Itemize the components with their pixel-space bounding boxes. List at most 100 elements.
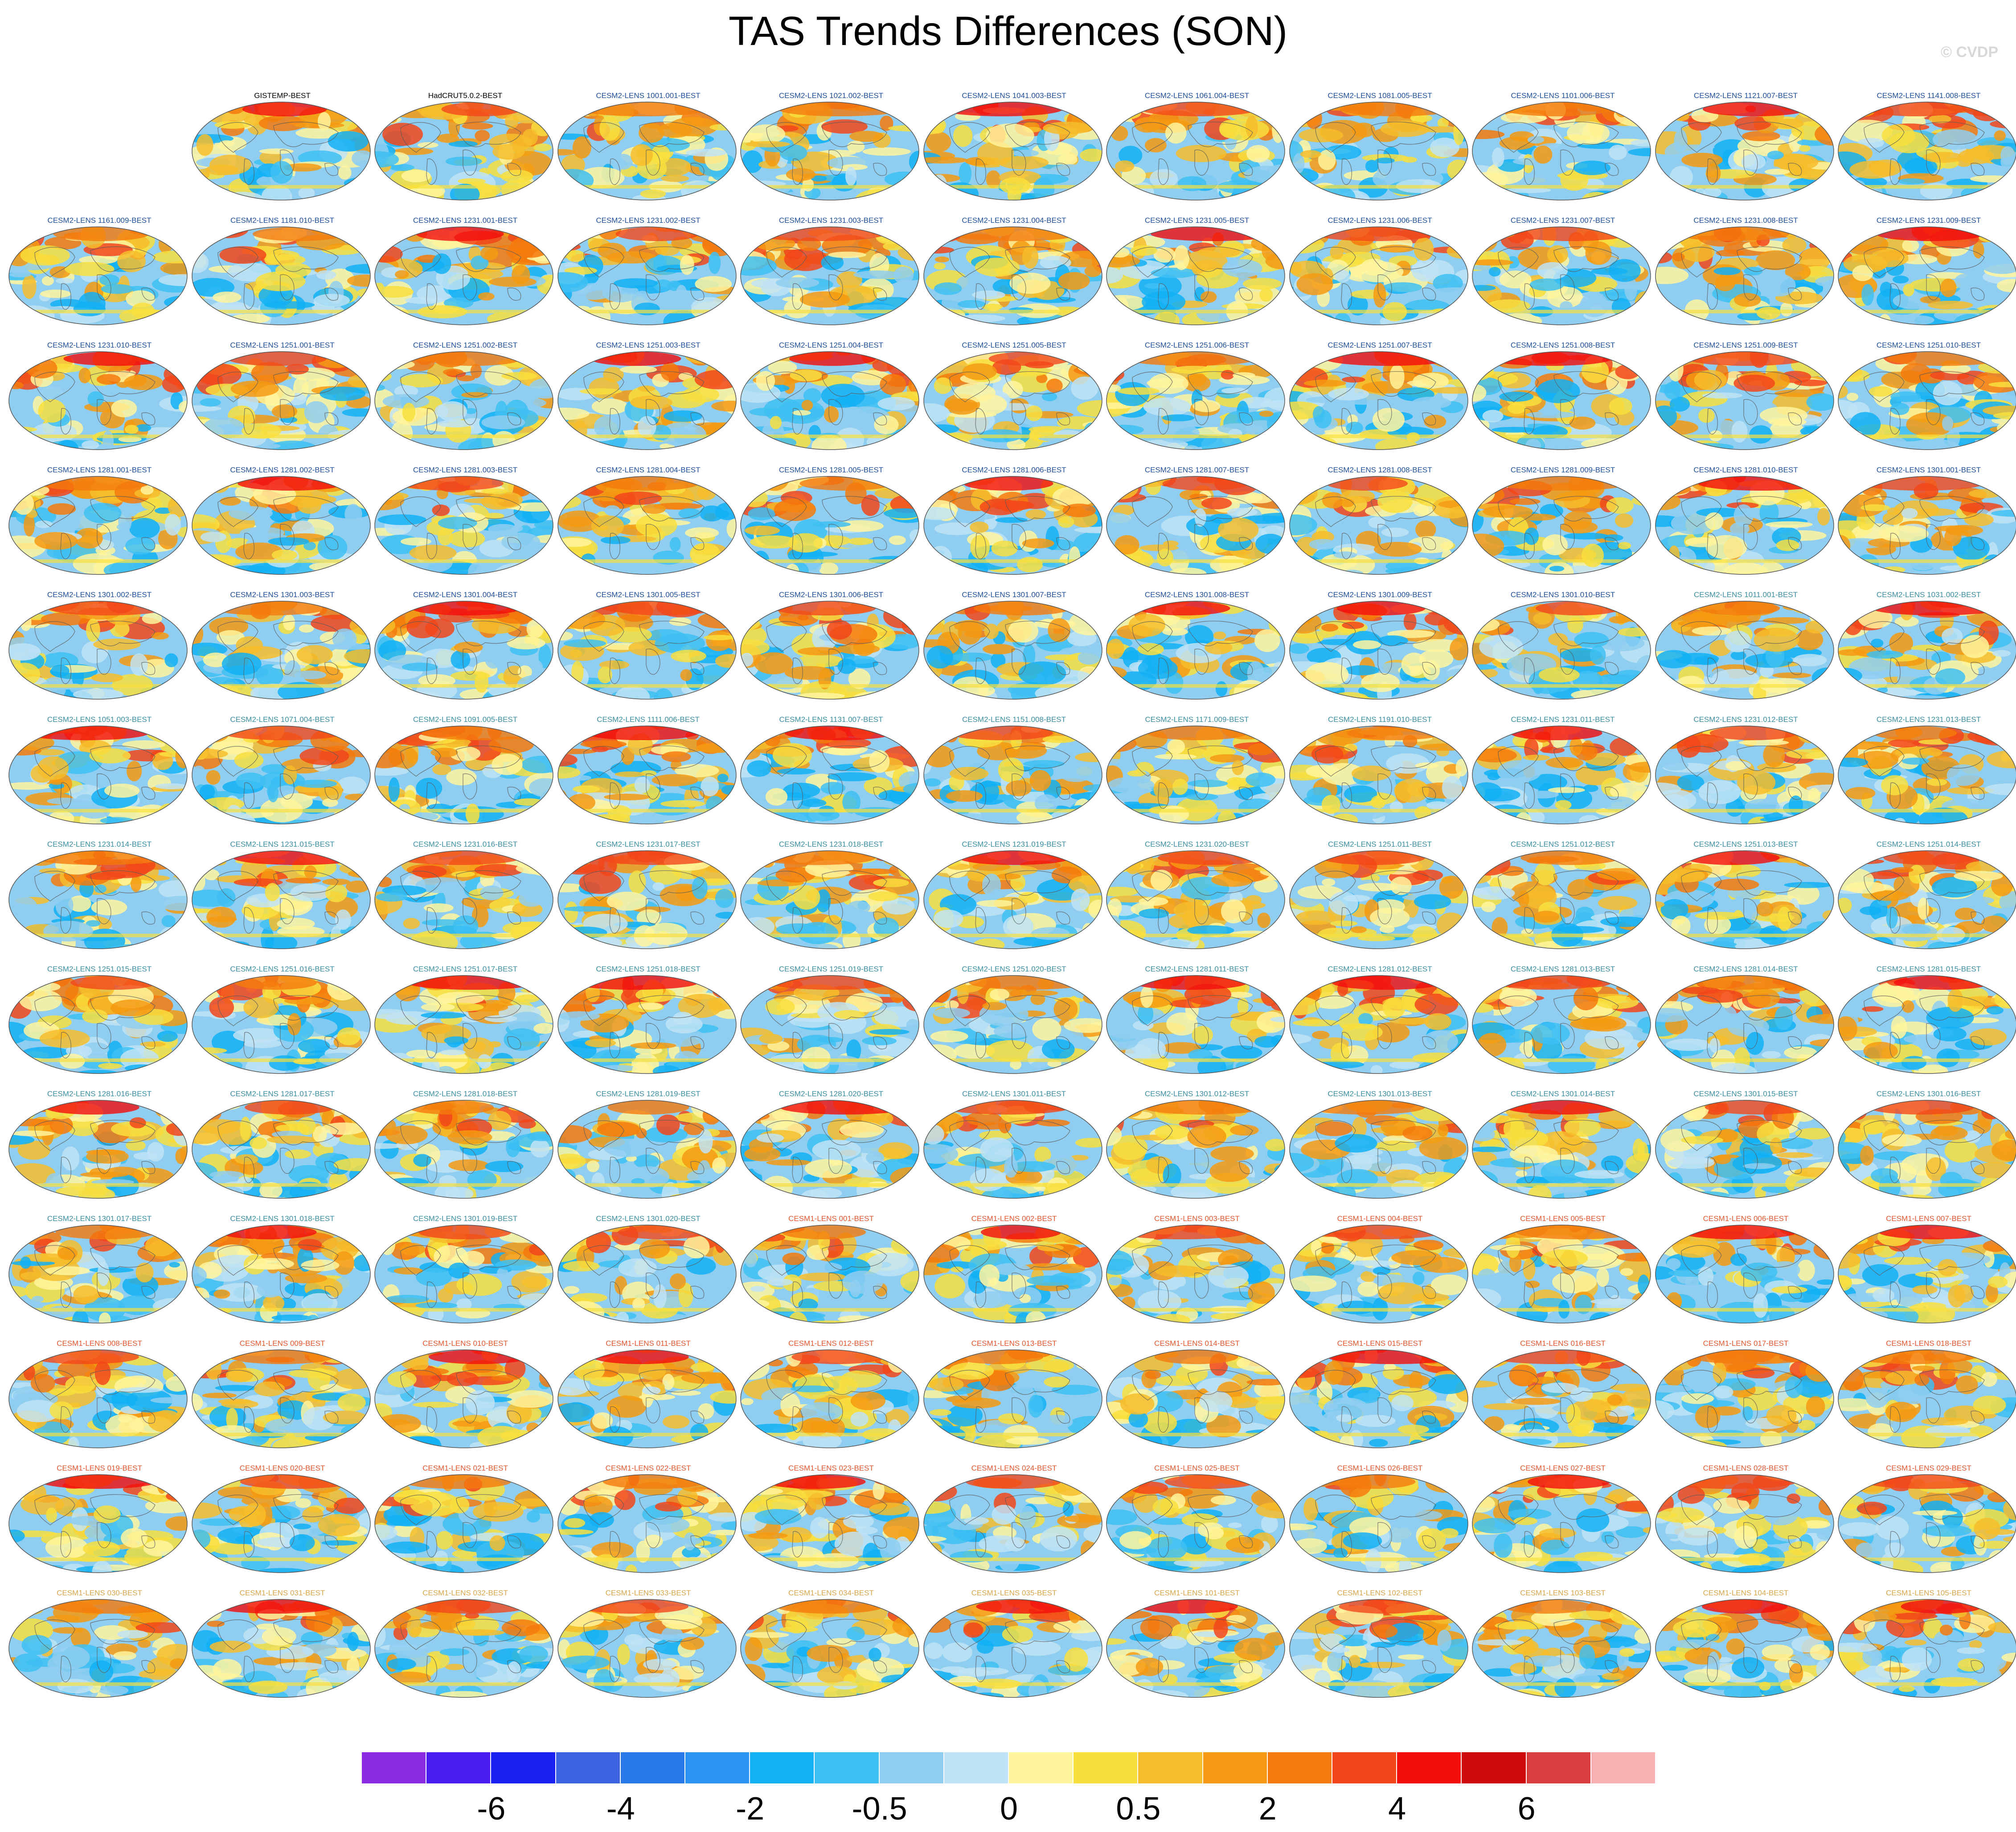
panel-title: CESM2-LENS 1051.003-BEST bbox=[47, 715, 152, 724]
colorbar-box bbox=[1591, 1752, 1656, 1783]
panel-title: CESM1-LENS 014-BEST bbox=[1154, 1339, 1240, 1348]
world-map bbox=[1655, 226, 1834, 325]
panel-title: CESM2-LENS 1231.010-BEST bbox=[47, 341, 152, 349]
world-map bbox=[923, 601, 1102, 700]
map-panel: CESM1-LENS 028-BEST bbox=[1655, 1464, 1837, 1584]
world-map bbox=[1838, 1100, 2016, 1199]
panel-title: CESM1-LENS 029-BEST bbox=[1886, 1464, 1971, 1472]
map-panel: CESM2-LENS 1231.013-BEST bbox=[1837, 715, 2016, 836]
world-map bbox=[1838, 850, 2016, 949]
map-panel: CESM2-LENS 1251.003-BEST bbox=[557, 341, 740, 461]
panel-title: CESM1-LENS 105-BEST bbox=[1886, 1589, 1971, 1597]
map-panel: CESM2-LENS 1301.016-BEST bbox=[1837, 1090, 2016, 1210]
map-panel: CESM2-LENS 1281.013-BEST bbox=[1471, 965, 1654, 1085]
world-map bbox=[1289, 975, 1468, 1074]
map-panel: CESM2-LENS 1251.004-BEST bbox=[740, 341, 922, 461]
colorbar-box bbox=[1462, 1752, 1527, 1783]
world-map bbox=[8, 1100, 188, 1199]
panel-title: CESM1-LENS 009-BEST bbox=[239, 1339, 325, 1348]
world-map bbox=[191, 601, 371, 700]
world-map bbox=[1289, 226, 1468, 325]
world-map bbox=[1838, 1349, 2016, 1448]
world-map bbox=[557, 1349, 737, 1448]
world-map bbox=[557, 226, 737, 325]
world-map bbox=[191, 1100, 371, 1199]
panel-title: CESM2-LENS 1011.001-BEST bbox=[1693, 590, 1798, 599]
world-map bbox=[374, 1599, 553, 1698]
map-panel: CESM2-LENS 1251.005-BEST bbox=[923, 341, 1106, 461]
world-map bbox=[740, 226, 919, 325]
panel-title: CESM1-LENS 101-BEST bbox=[1154, 1589, 1240, 1597]
map-panel: CESM2-LENS 1251.001-BEST bbox=[191, 341, 374, 461]
map-panel: CESM2-LENS 1281.005-BEST bbox=[740, 466, 922, 586]
map-panel: CESM1-LENS 005-BEST bbox=[1471, 1214, 1654, 1335]
map-panel: CESM2-LENS 1281.007-BEST bbox=[1106, 466, 1288, 586]
panel-title: CESM2-LENS 1301.009-BEST bbox=[1328, 590, 1432, 599]
colorbar-tick-label: 2 bbox=[1258, 1791, 1277, 1827]
panel-title: CESM1-LENS 005-BEST bbox=[1520, 1214, 1606, 1223]
map-panel: CESM1-LENS 018-BEST bbox=[1837, 1339, 2016, 1459]
world-map bbox=[1289, 1100, 1468, 1199]
world-map bbox=[1289, 850, 1468, 949]
panel-title: CESM2-LENS 1251.004-BEST bbox=[779, 341, 884, 349]
panel-title: CESM2-LENS 1281.004-BEST bbox=[596, 466, 701, 474]
panel-title: CESM1-LENS 022-BEST bbox=[605, 1464, 691, 1472]
panel-title: CESM2-LENS 1121.007-BEST bbox=[1693, 91, 1798, 100]
colorbar-box bbox=[944, 1752, 1009, 1783]
panel-title: CESM2-LENS 1251.007-BEST bbox=[1328, 341, 1432, 349]
map-panel: CESM2-LENS 1011.001-BEST bbox=[1655, 590, 1837, 711]
map-panel: CESM2-LENS 1231.006-BEST bbox=[1289, 216, 1471, 336]
panel-title: CESM2-LENS 1231.002-BEST bbox=[596, 216, 701, 225]
world-map bbox=[1289, 1349, 1468, 1448]
panel-title: CESM2-LENS 1061.004-BEST bbox=[1144, 91, 1250, 100]
map-panel: CESM2-LENS 1081.005-BEST bbox=[1289, 91, 1471, 212]
map-panel: CESM1-LENS 003-BEST bbox=[1106, 1214, 1288, 1335]
world-map bbox=[1289, 1599, 1468, 1698]
map-panel: HadCRUT5.0.2-BEST bbox=[374, 91, 557, 212]
world-map bbox=[740, 601, 919, 700]
map-panel: CESM2-LENS 1281.010-BEST bbox=[1655, 466, 1837, 586]
world-map bbox=[923, 725, 1102, 824]
world-map bbox=[191, 725, 371, 824]
world-map bbox=[740, 1599, 919, 1698]
panel-title: CESM1-LENS 103-BEST bbox=[1520, 1589, 1606, 1597]
map-panel: CESM2-LENS 1051.003-BEST bbox=[8, 715, 191, 836]
world-map bbox=[1106, 850, 1285, 949]
panel-title: CESM2-LENS 1281.017-BEST bbox=[230, 1090, 335, 1098]
panel-title: CESM2-LENS 1281.013-BEST bbox=[1510, 965, 1615, 973]
colorbar-tick-label: -0.5 bbox=[852, 1791, 907, 1827]
map-panel: CESM1-LENS 027-BEST bbox=[1471, 1464, 1654, 1584]
colorbar-tick-label: 0.5 bbox=[1116, 1791, 1161, 1827]
panel-title: CESM2-LENS 1301.001-BEST bbox=[1876, 466, 1981, 474]
world-map bbox=[1655, 351, 1834, 450]
map-panel: CESM1-LENS 104-BEST bbox=[1655, 1589, 1837, 1709]
map-panel: CESM2-LENS 1281.002-BEST bbox=[191, 466, 374, 586]
panel-title: CESM1-LENS 004-BEST bbox=[1337, 1214, 1423, 1223]
world-map bbox=[740, 1100, 919, 1199]
panel-title: CESM2-LENS 1281.003-BEST bbox=[413, 466, 518, 474]
panel-title: CESM2-LENS 1161.009-BEST bbox=[47, 216, 152, 225]
world-map bbox=[1472, 226, 1651, 325]
panel-title: CESM2-LENS 1251.001-BEST bbox=[230, 341, 335, 349]
panel-title: CESM1-LENS 016-BEST bbox=[1520, 1339, 1606, 1348]
map-panel: CESM2-LENS 1281.004-BEST bbox=[557, 466, 740, 586]
panel-title: CESM2-LENS 1251.015-BEST bbox=[47, 965, 152, 973]
colorbar-box bbox=[362, 1752, 427, 1783]
world-map bbox=[191, 975, 371, 1074]
world-map bbox=[1472, 1474, 1651, 1573]
panel-title: CESM1-LENS 008-BEST bbox=[57, 1339, 142, 1348]
panel-title: CESM2-LENS 1231.020-BEST bbox=[1144, 840, 1250, 848]
world-map bbox=[1655, 975, 1834, 1074]
world-map bbox=[1655, 1599, 1834, 1698]
panel-title: CESM1-LENS 010-BEST bbox=[422, 1339, 508, 1348]
panel-title: CESM1-LENS 026-BEST bbox=[1337, 1464, 1423, 1472]
map-panel: CESM2-LENS 1251.017-BEST bbox=[374, 965, 557, 1085]
map-panel: CESM2-LENS 1061.004-BEST bbox=[1106, 91, 1288, 212]
map-panel: CESM2-LENS 1301.017-BEST bbox=[8, 1214, 191, 1335]
map-panel: CESM2-LENS 1301.003-BEST bbox=[191, 590, 374, 711]
world-map bbox=[923, 351, 1102, 450]
world-map bbox=[1472, 1100, 1651, 1199]
world-map bbox=[1655, 850, 1834, 949]
world-map bbox=[1472, 1599, 1651, 1698]
map-panel: CESM1-LENS 105-BEST bbox=[1837, 1589, 2016, 1709]
